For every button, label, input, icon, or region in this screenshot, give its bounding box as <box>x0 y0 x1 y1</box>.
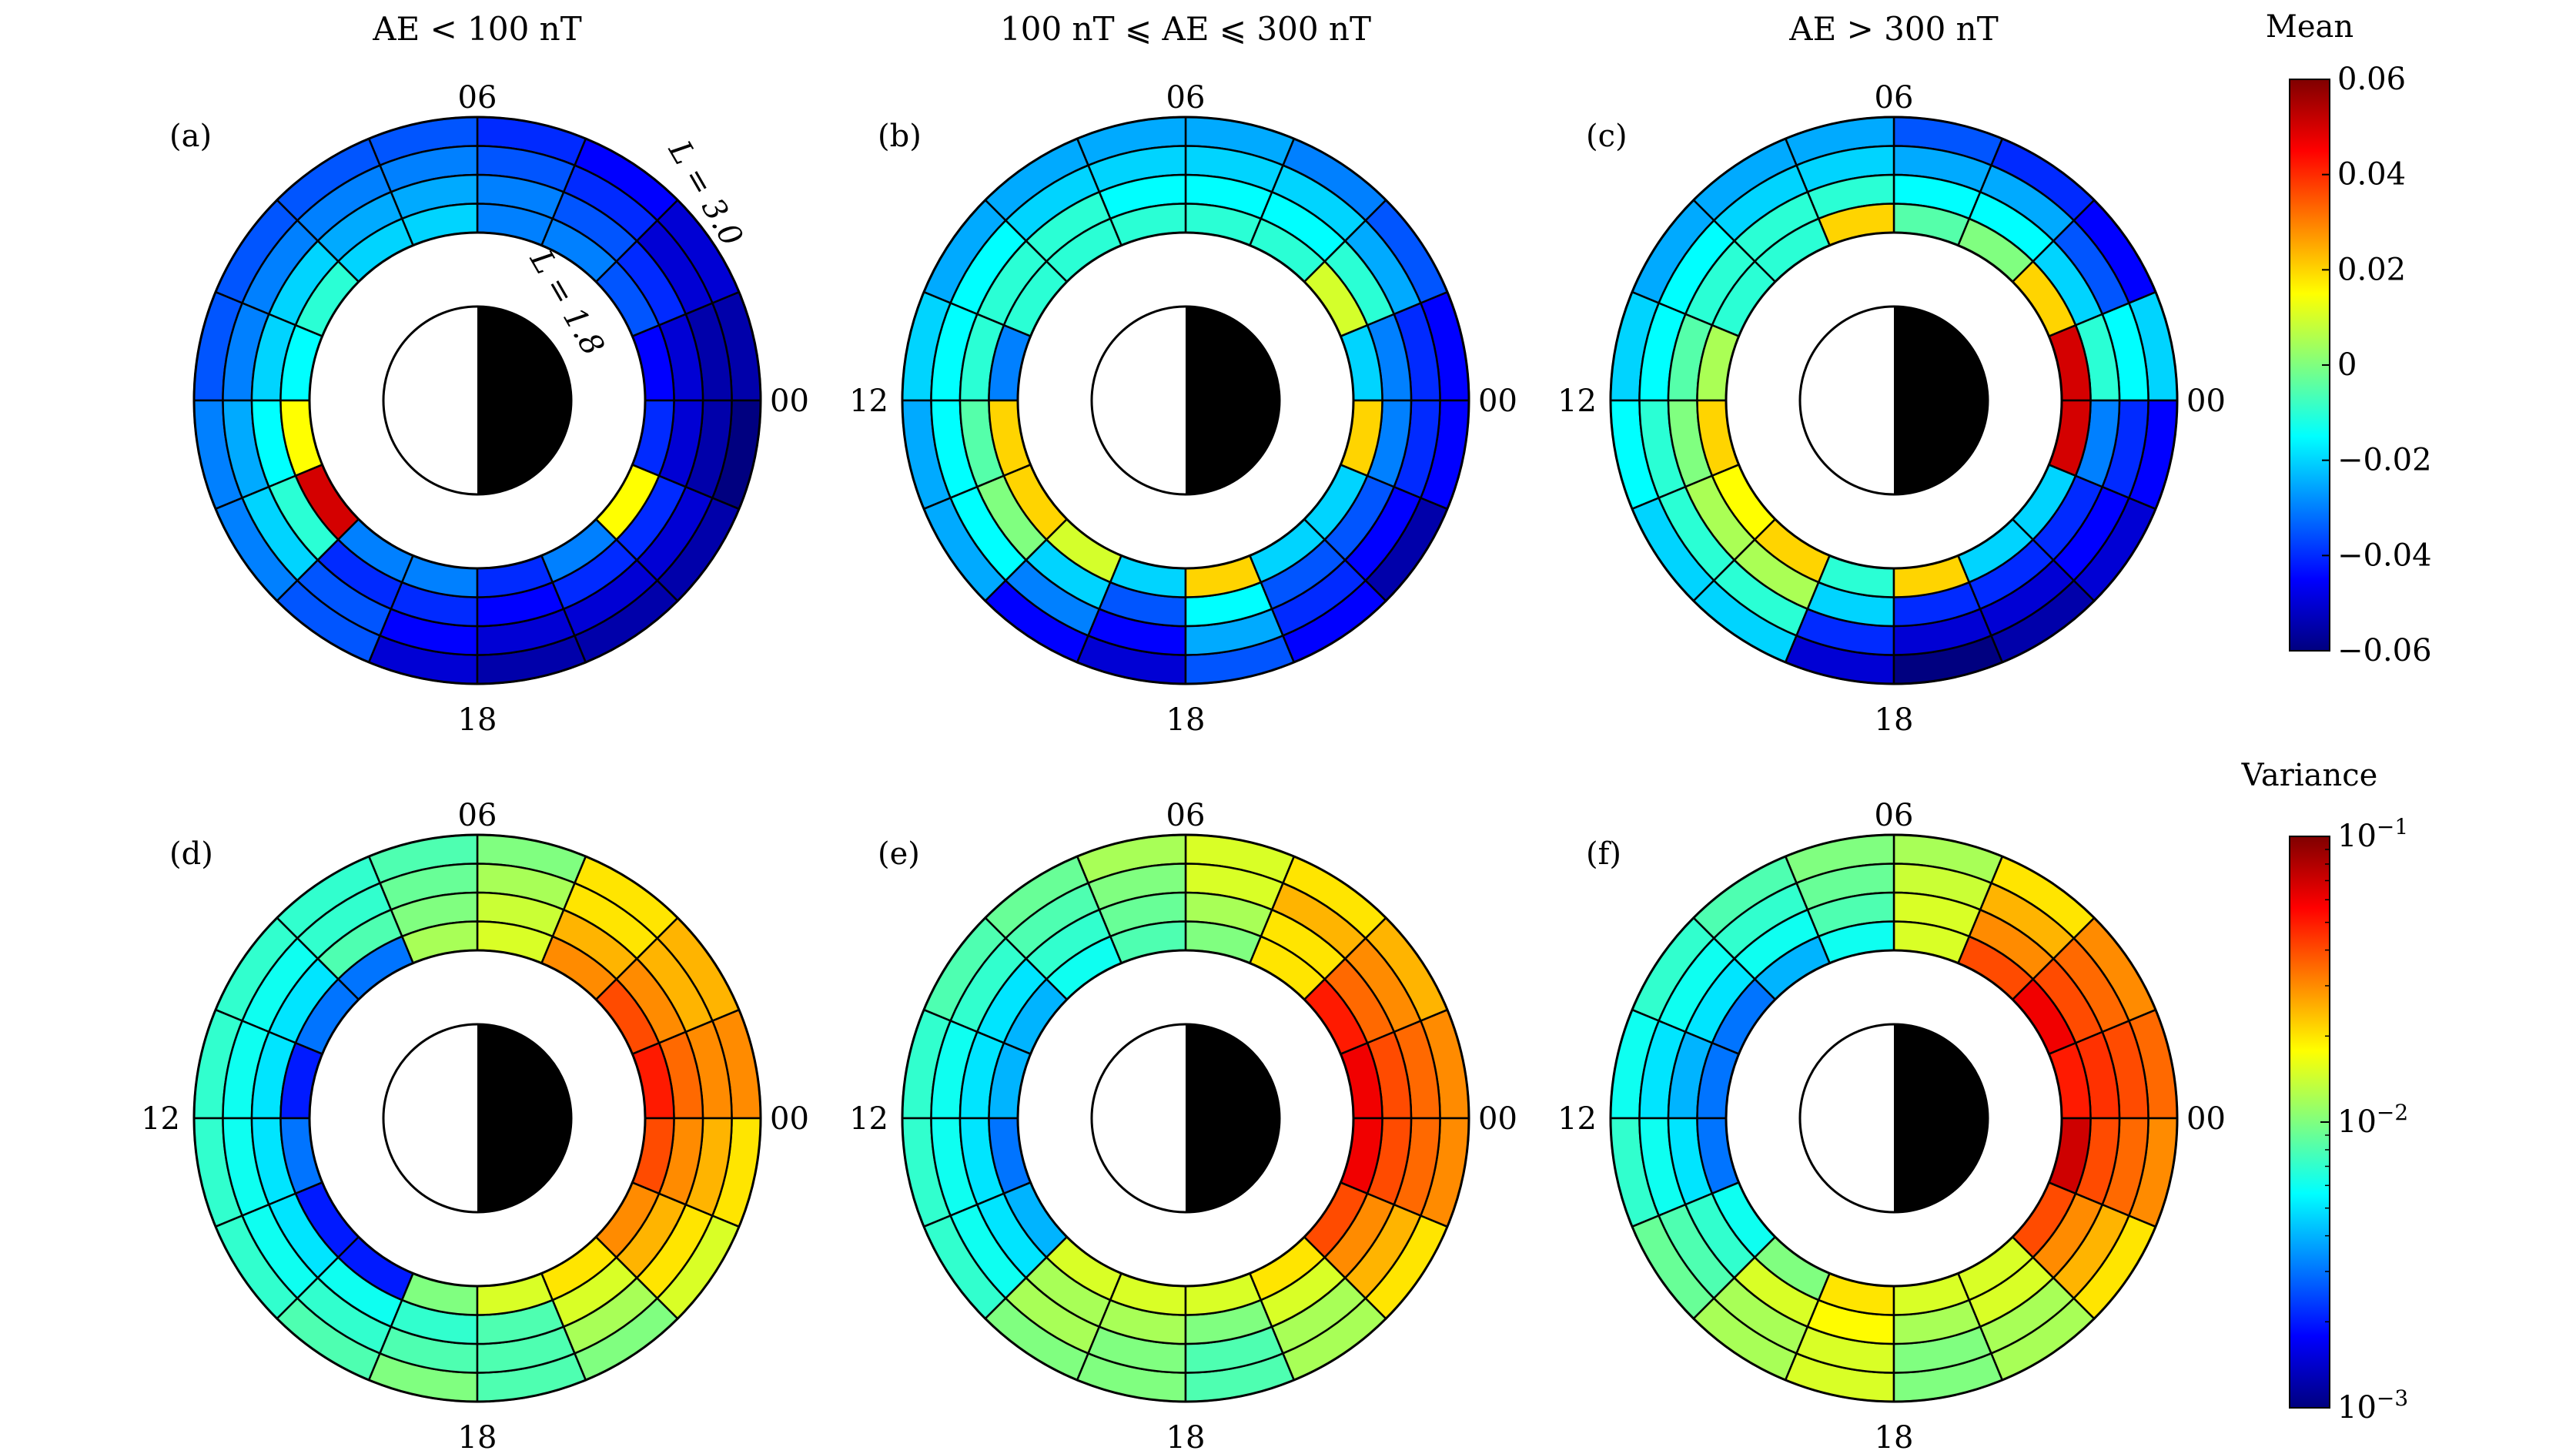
outer-boundary <box>901 833 1470 1403</box>
column-title-3: AE > 300 nT <box>1788 10 1998 48</box>
mlt-label-right: 00 <box>770 1101 809 1137</box>
column-title-1: AE < 100 nT <box>372 10 581 48</box>
earth-night-side <box>477 307 571 494</box>
panel-label: (f) <box>1586 836 1621 872</box>
panel-label: (c) <box>1586 119 1628 154</box>
earth-night-side <box>477 1024 571 1212</box>
earth-night-side <box>1186 1024 1280 1212</box>
outer-boundary <box>1609 833 2179 1403</box>
mlt-label-bottom: 18 <box>1875 1420 1914 1454</box>
outer-boundary <box>192 116 762 685</box>
mean-colorbar-label: Mean <box>2266 9 2354 45</box>
mean-colorbar: Mean 0.06 0.04 0.02 0 −0.02 −0.04 −0.06 <box>2266 9 2432 668</box>
earth-night-side <box>1894 307 1988 494</box>
mlt-label-right: 00 <box>770 384 809 419</box>
mlt-label-top: 06 <box>1875 80 1914 116</box>
panel-b: (b) 06 18 12 00 <box>849 80 1517 738</box>
mlt-label-right: 00 <box>1478 1101 1517 1137</box>
mean-tick-label: 0.04 <box>2337 157 2406 193</box>
mlt-label-left: 12 <box>1557 1101 1597 1137</box>
panel-label: (b) <box>878 119 922 154</box>
panel-label: (d) <box>169 836 213 872</box>
panel-label: (a) <box>169 119 212 154</box>
earth-night-side <box>1894 1024 1988 1212</box>
variance-tick-label: 10−3 <box>2337 1385 2408 1426</box>
outer-boundary <box>901 116 1470 685</box>
polar-panels: (a) 06 18 00 (b) 06 18 12 00 (c) 06 18 12 00 (d) 06 18 12… <box>141 80 2226 1454</box>
panel-e: (e) 06 18 12 00 <box>849 798 1517 1454</box>
outer-boundary <box>1609 116 2179 685</box>
mlt-label-left: 12 <box>1557 384 1597 419</box>
variance-colorbar: Variance 10−1 10−2 10−3 <box>2241 758 2409 1426</box>
mlt-label-left: 12 <box>849 384 888 419</box>
variance-tick-label: 10−1 <box>2337 814 2408 854</box>
mlt-label-top: 06 <box>1166 80 1206 116</box>
mlt-label-bottom: 18 <box>458 702 497 738</box>
mean-tick-label: −0.06 <box>2337 633 2432 668</box>
outer-boundary <box>192 833 762 1403</box>
mlt-label-right: 00 <box>2186 1101 2226 1137</box>
panel-c: (c) 06 18 12 00 <box>1557 80 2226 738</box>
mean-tick-label: 0 <box>2337 347 2357 383</box>
mlt-label-left: 12 <box>849 1101 888 1137</box>
mlt-label-top: 06 <box>1875 798 1914 833</box>
mean-tick-label: −0.02 <box>2337 443 2432 478</box>
mlt-label-bottom: 18 <box>458 1420 497 1454</box>
mean-tick-label: 0.02 <box>2337 252 2406 287</box>
panel-label: (e) <box>878 836 920 872</box>
mlt-label-top: 06 <box>458 80 497 116</box>
mean-tick-label: 0.06 <box>2337 62 2406 97</box>
panel-f: (f) 06 18 12 00 <box>1557 798 2226 1454</box>
mean-colorbar-ticks: 0.06 0.04 0.02 0 −0.02 −0.04 −0.06 <box>2322 62 2432 668</box>
variance-colorbar-label: Variance <box>2241 758 2378 793</box>
column-title-2: 100 nT ⩽ AE ⩽ 300 nT <box>1000 10 1371 48</box>
variance-colorbar-ticks: 10−1 10−2 10−3 <box>2320 814 2408 1426</box>
earth-night-side <box>1186 307 1280 494</box>
mlt-label-right: 00 <box>2186 384 2226 419</box>
panel-a: (a) 06 18 00 <box>169 80 809 738</box>
mlt-label-right: 00 <box>1478 384 1517 419</box>
mlt-label-top: 06 <box>1166 798 1206 833</box>
mlt-label-bottom: 18 <box>1875 702 1914 738</box>
mean-tick-label: −0.04 <box>2337 538 2432 573</box>
mlt-label-left: 12 <box>141 1101 180 1137</box>
panel-d: (d) 06 18 12 00 <box>141 798 809 1454</box>
mlt-label-bottom: 18 <box>1166 702 1206 738</box>
variance-tick-label: 10−2 <box>2337 1100 2408 1140</box>
mlt-label-bottom: 18 <box>1166 1420 1206 1454</box>
mlt-label-top: 06 <box>458 798 497 833</box>
